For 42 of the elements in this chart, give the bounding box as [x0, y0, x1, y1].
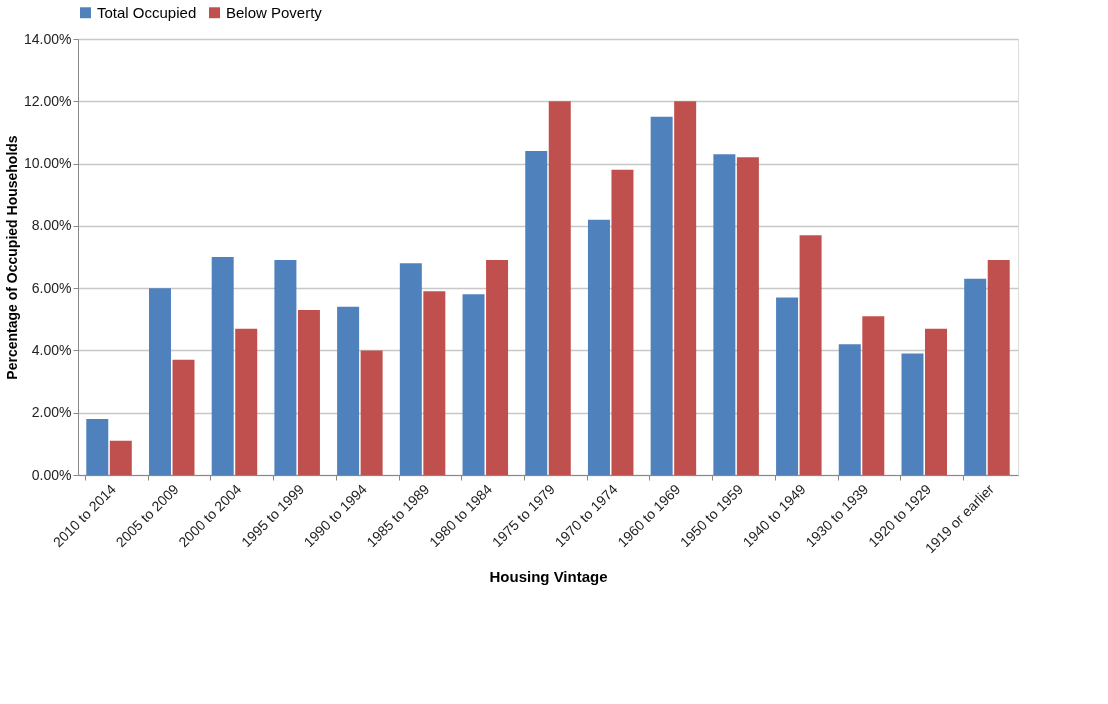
bar — [799, 235, 822, 475]
legend-label: Below Poverty — [226, 3, 323, 21]
bar — [399, 263, 422, 475]
y-tick-label: 4.00% — [31, 341, 72, 358]
bar — [964, 278, 987, 475]
bar — [587, 219, 610, 475]
bar — [235, 328, 258, 475]
y-tick-label: 8.00% — [31, 217, 72, 234]
bar — [423, 291, 446, 475]
legend-label: Total Occupied — [97, 3, 197, 21]
y-axis-title: Percentage of Occupied Households — [4, 135, 21, 380]
bar — [211, 257, 234, 475]
bar — [674, 101, 697, 475]
bar — [611, 169, 634, 475]
bar — [337, 306, 360, 475]
bar — [925, 328, 948, 475]
y-tick-label: 10.00% — [24, 155, 72, 172]
bar — [86, 418, 109, 475]
y-tick-label: 0.00% — [31, 466, 72, 483]
bar — [360, 350, 383, 475]
bar — [838, 344, 861, 475]
bar — [650, 116, 673, 475]
bar — [462, 294, 485, 475]
x-axis-title: Housing Vintage — [489, 568, 608, 586]
y-tick-label: 12.00% — [24, 92, 72, 109]
bar — [776, 297, 799, 475]
y-tick-label: 6.00% — [31, 279, 72, 296]
bar — [486, 260, 509, 475]
bar — [548, 101, 571, 475]
bar — [736, 157, 759, 475]
bar — [713, 154, 736, 475]
y-tick-label: 14.00% — [24, 30, 72, 47]
bar — [274, 260, 297, 475]
bar — [901, 353, 924, 475]
bar — [172, 359, 195, 475]
bar — [148, 288, 171, 475]
bar — [525, 151, 548, 475]
bar — [862, 316, 885, 475]
bar — [987, 260, 1010, 475]
y-tick-label: 2.00% — [31, 404, 72, 421]
bar — [297, 309, 320, 475]
bar — [109, 440, 132, 475]
